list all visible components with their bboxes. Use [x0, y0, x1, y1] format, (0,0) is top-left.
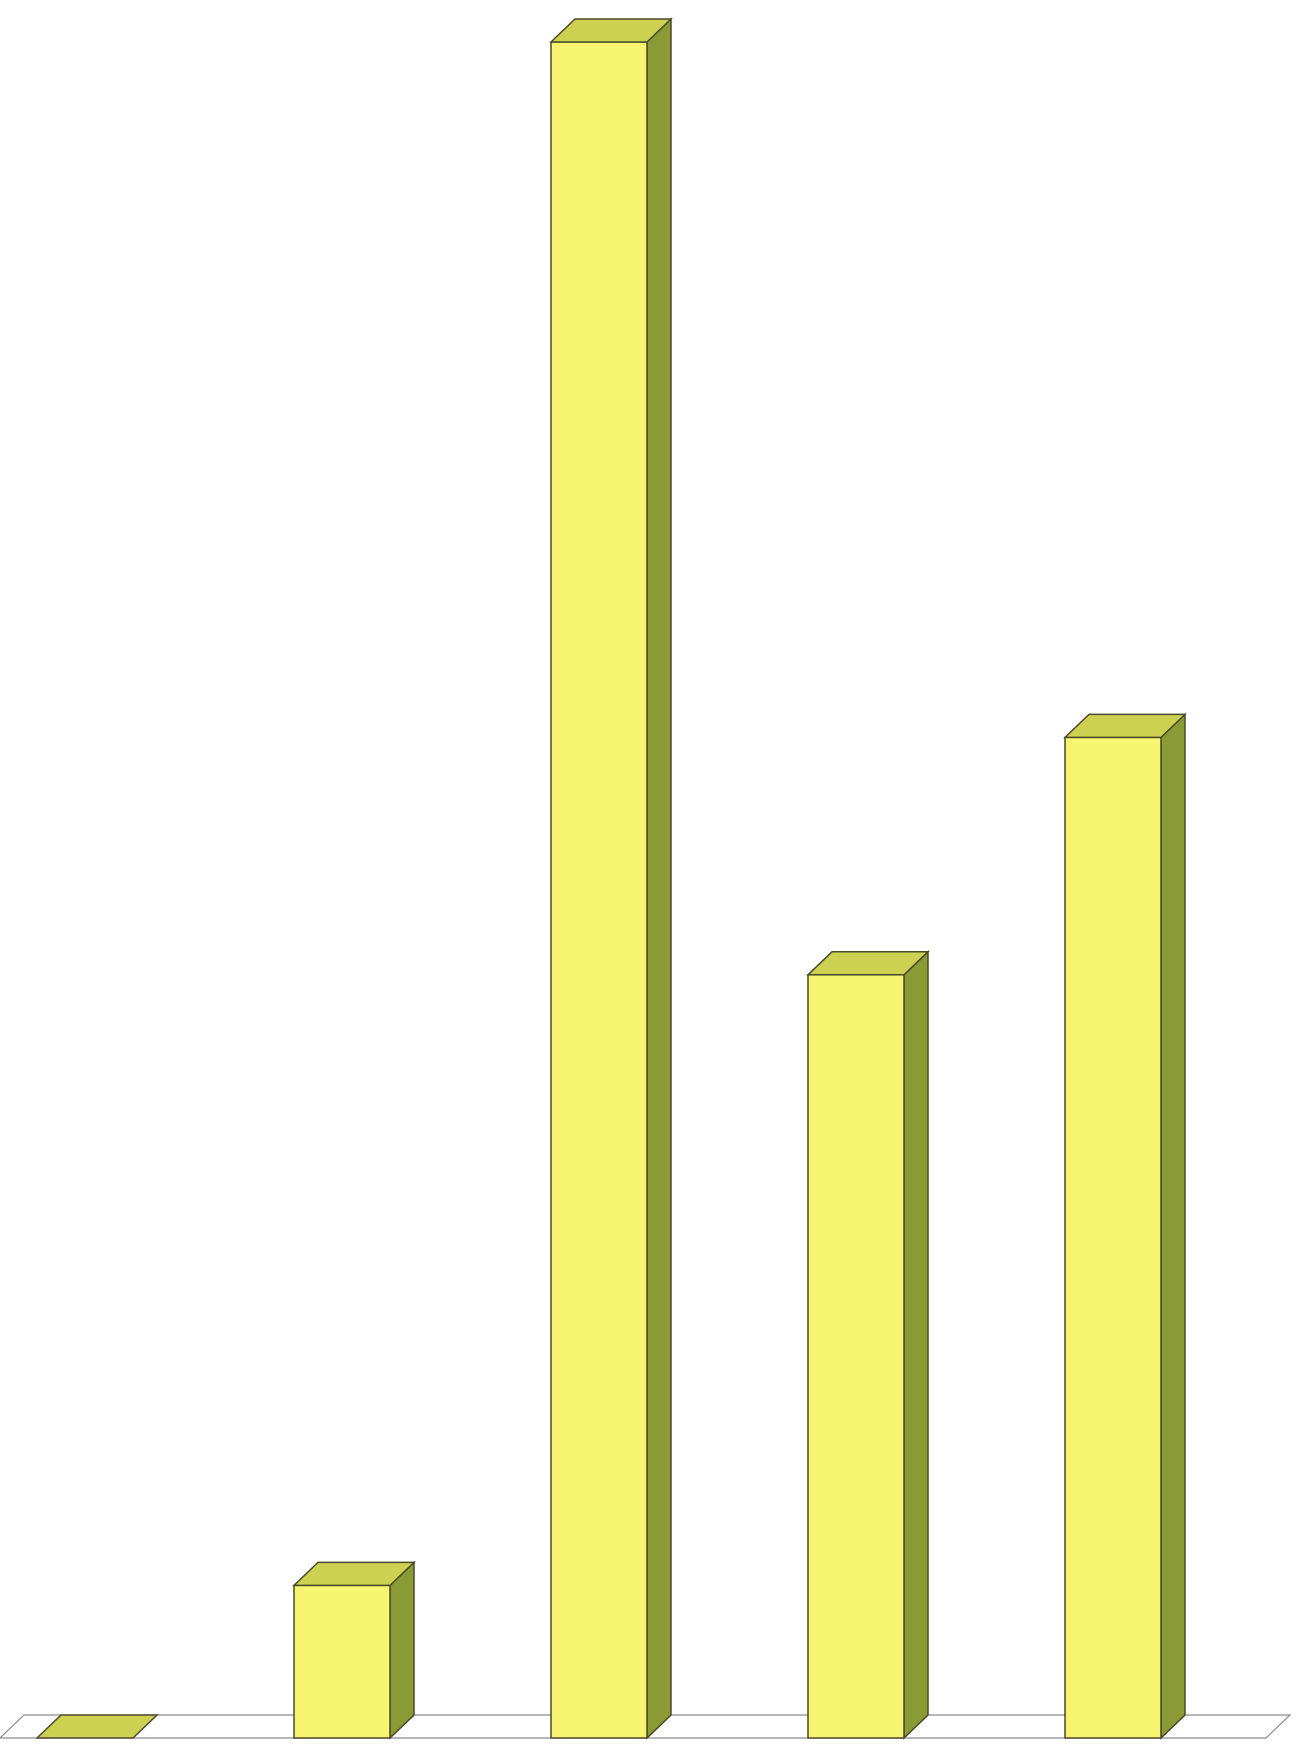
bar — [35, 1714, 159, 1739]
bar — [806, 950, 930, 1740]
bar-side-face — [1160, 712, 1186, 1740]
bar-top-face — [35, 1714, 159, 1739]
bar — [549, 17, 673, 1740]
bar-top-face — [806, 951, 930, 976]
bar-side-face — [389, 1560, 415, 1740]
bar-top-face — [549, 18, 673, 43]
bars-group — [35, 17, 1187, 1740]
bar-top-face — [292, 1561, 416, 1587]
bar-side-face — [903, 950, 929, 1740]
bar — [1063, 712, 1187, 1740]
bar-front-face — [1064, 736, 1162, 1739]
bar-front-face — [550, 41, 648, 1739]
bar-side-face — [646, 17, 672, 1740]
bar-front-face — [293, 1584, 391, 1739]
bar-top-face — [1063, 713, 1187, 739]
bar — [292, 1560, 416, 1740]
bar-front-face — [807, 974, 905, 1739]
